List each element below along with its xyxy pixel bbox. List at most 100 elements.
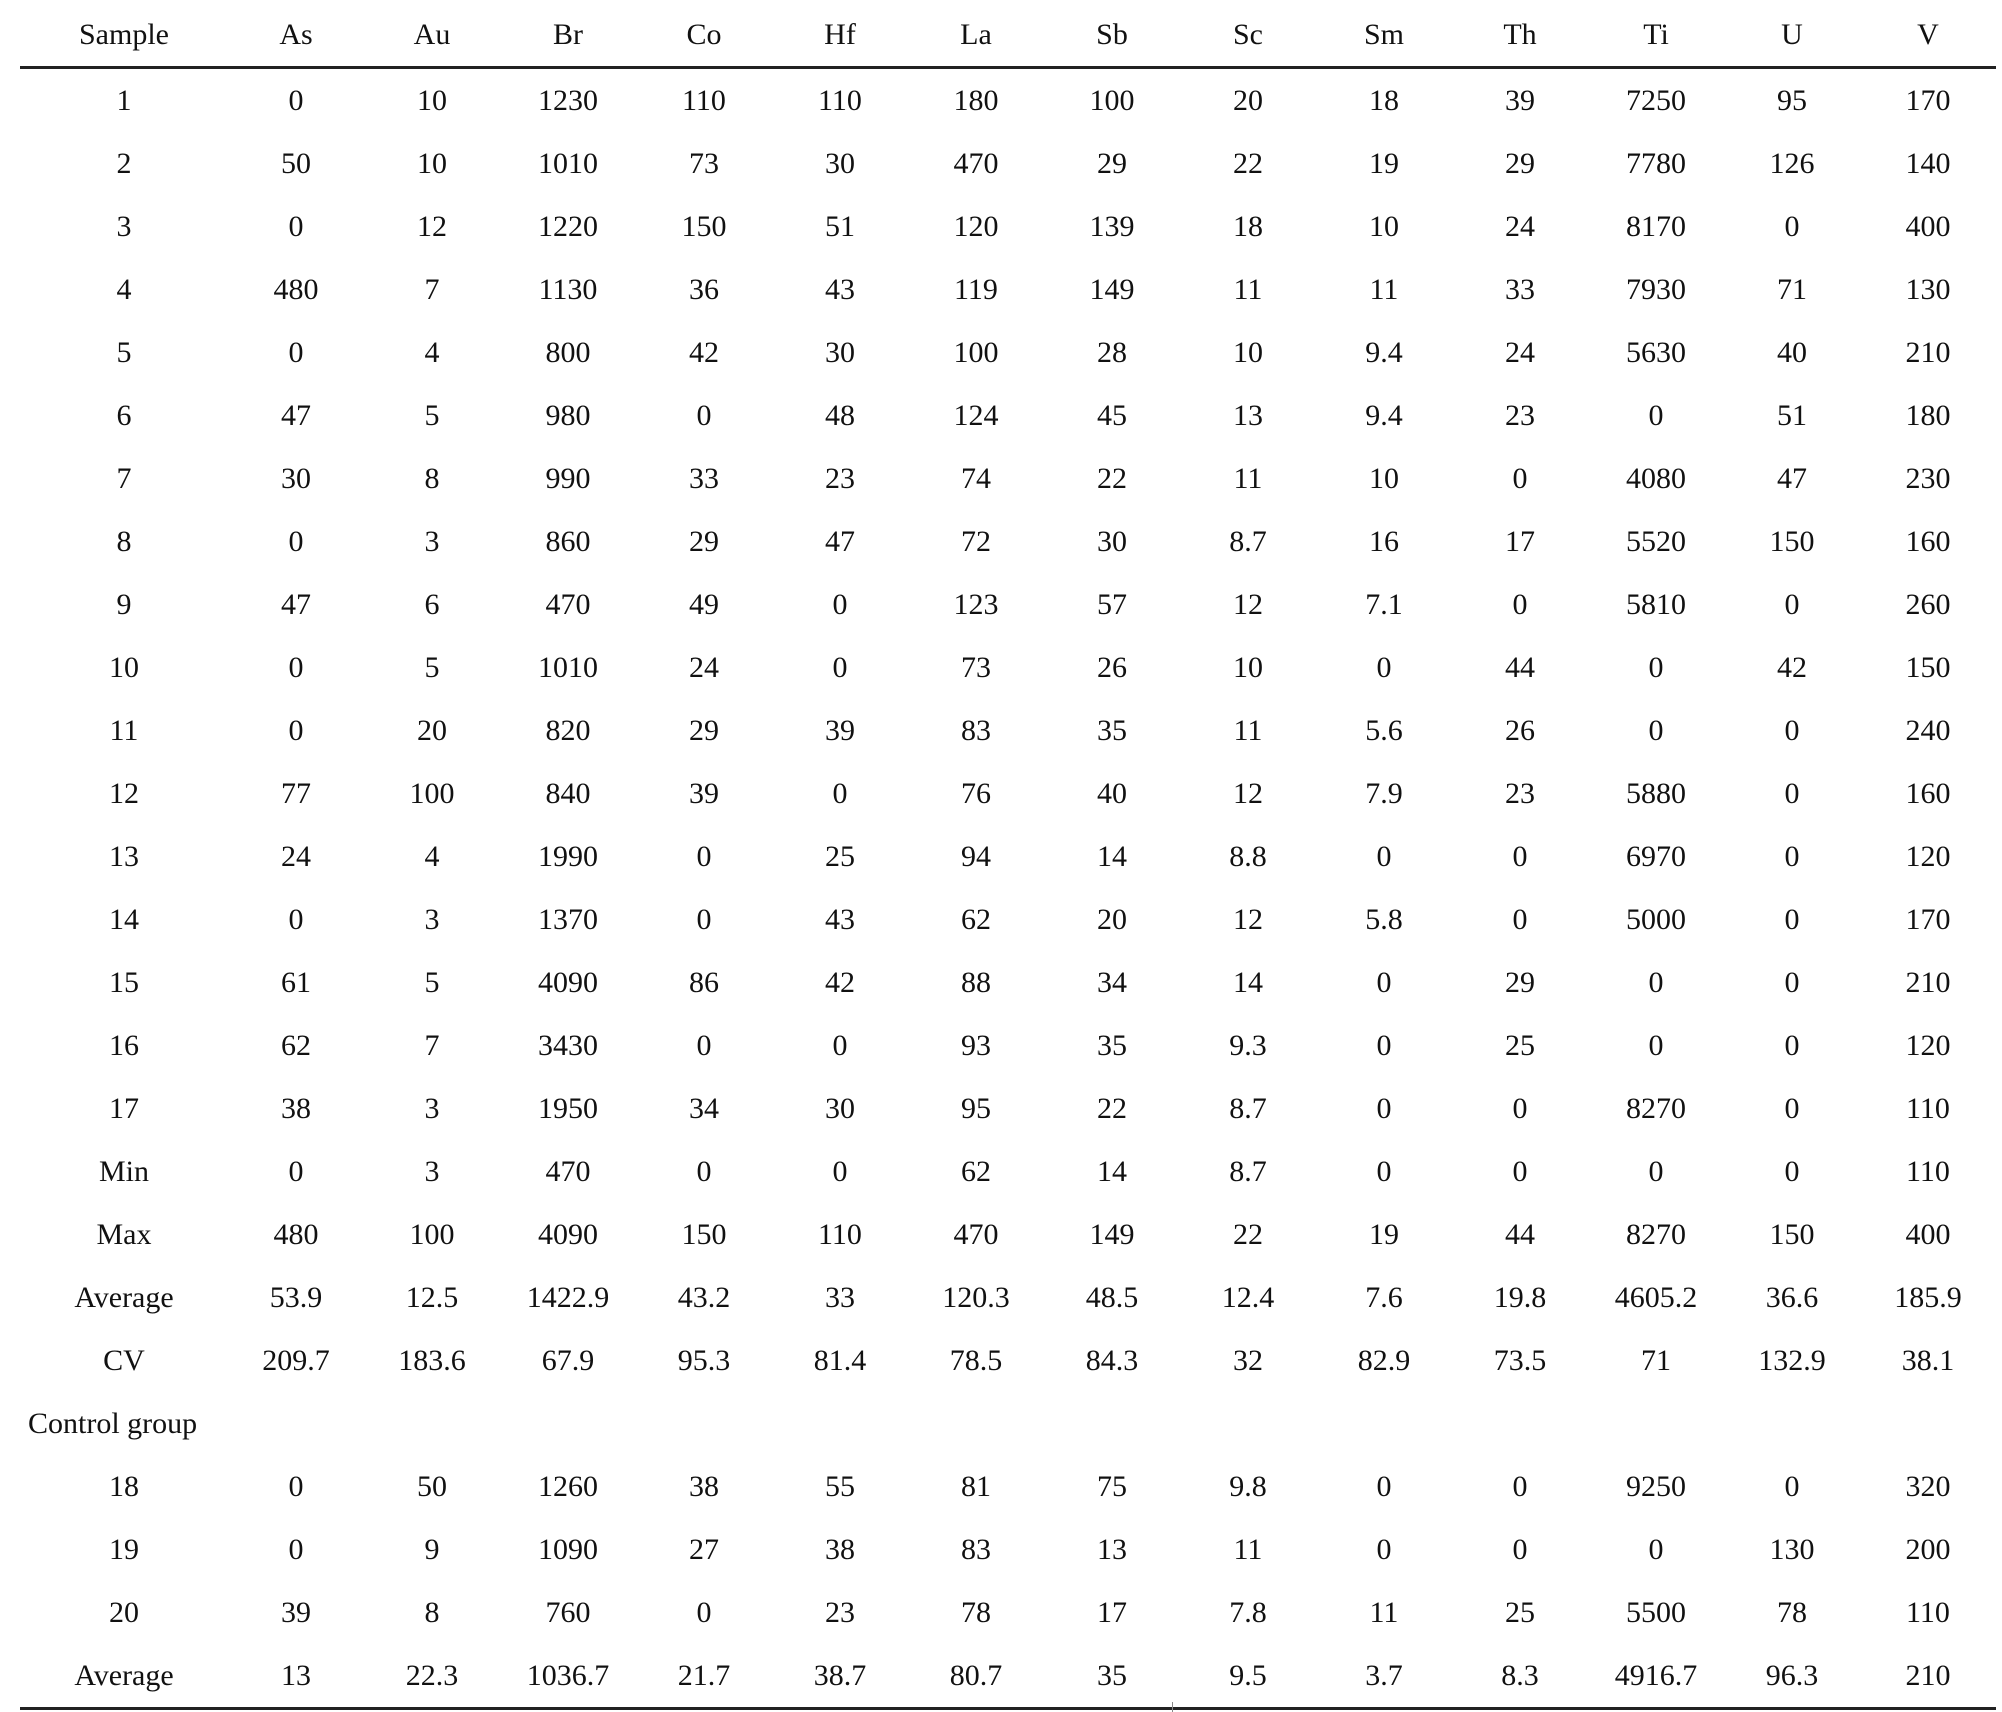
- table-cell: 8270: [1626, 1091, 1686, 1125]
- table-cell: 34: [1097, 965, 1127, 999]
- table-cell: 11: [1233, 713, 1263, 747]
- table-cell: 149: [1089, 1217, 1135, 1251]
- table-cell: 7.6: [1365, 1280, 1403, 1314]
- row-label-cell: 9: [116, 587, 132, 621]
- row-label-cell: 18: [109, 1469, 139, 1503]
- table-cell: 3.7: [1316, 1644, 1452, 1710]
- table-row: 16 62 7 3430 0 0 93 35 9.3 0 25 0 0 120: [20, 1014, 1996, 1077]
- table-cell: 170: [1905, 902, 1951, 936]
- table-cell: 0: [1784, 776, 1800, 810]
- table-cell: 50: [417, 1469, 447, 1503]
- table-cell: 100: [1089, 83, 1135, 117]
- table-cell: 78: [1777, 1595, 1807, 1629]
- table-cell: 110: [818, 83, 862, 117]
- table-cell: 23: [1505, 776, 1535, 810]
- table-cell: 8270: [1626, 1217, 1686, 1251]
- table-cell: 95: [961, 1091, 991, 1125]
- table-cell: 5.8: [1365, 902, 1403, 936]
- table-cell: 0: [1376, 839, 1392, 873]
- table-cell: 1950: [538, 1091, 598, 1125]
- table-row: 12 77 100 840 39 0 76 40 12 7.9 23 5880 0 160: [20, 762, 1996, 825]
- table-cell: 120: [1905, 1028, 1951, 1062]
- table-cell: 820: [545, 713, 591, 747]
- table-cell: 71: [1777, 272, 1807, 306]
- table-cell: 96.3: [1724, 1644, 1860, 1710]
- table-cell: 33: [1505, 272, 1535, 306]
- table-cell: 980: [545, 398, 591, 432]
- table-cell: 7: [424, 272, 440, 306]
- table-row: 6 47 5 980 0 48 124 45 13 9.4 23 0 51 180: [20, 384, 1996, 447]
- table-cell: 480: [273, 272, 319, 306]
- table-cell: 39: [689, 776, 719, 810]
- table-cell: 76: [961, 776, 991, 810]
- table-cell: 28: [1097, 335, 1127, 369]
- row-label-cell: CV: [103, 1343, 145, 1377]
- table-cell: 210: [1905, 965, 1951, 999]
- row-label-cell: 16: [109, 1028, 139, 1062]
- table-cell: 62: [281, 1028, 311, 1062]
- table-cell: 1130: [538, 272, 598, 306]
- table-cell: 47: [825, 524, 855, 558]
- row-label-cell: 4: [116, 272, 132, 306]
- table-cell: 9.5: [1180, 1644, 1316, 1710]
- table-cell: 24: [689, 650, 719, 684]
- table-cell: 24: [1505, 335, 1535, 369]
- table-cell: 0: [288, 335, 304, 369]
- table-cell: 12: [1233, 776, 1263, 810]
- table-cell: 760: [545, 1595, 591, 1629]
- table-cell: 210: [1860, 1644, 1996, 1710]
- row-label-cell: 20: [109, 1595, 139, 1629]
- table-cell: 55: [825, 1469, 855, 1503]
- table-cell: 83: [961, 1532, 991, 1566]
- table-cell: 0: [1376, 1532, 1392, 1566]
- table-cell: 35: [1097, 713, 1127, 747]
- table-cell: 81: [961, 1469, 991, 1503]
- column-header-ti: Ti: [1588, 10, 1724, 69]
- table-cell: 48.5: [1085, 1280, 1139, 1314]
- control-table-row: 18 0 50 1260 38 55 81 75 9.8 0 0 9250 0 320: [20, 1455, 1996, 1518]
- row-label-cell: 3: [116, 209, 132, 243]
- table-cell: 0: [1512, 839, 1528, 873]
- column-header-sb: Sb: [1044, 10, 1180, 69]
- table-cell: 110: [1906, 1595, 1950, 1629]
- table-cell: 8.7: [1229, 524, 1267, 558]
- table-cell: 149: [1089, 272, 1135, 306]
- table-cell: 470: [545, 587, 591, 621]
- table-cell: 1422.9: [526, 1280, 610, 1314]
- table-cell: 0: [1784, 902, 1800, 936]
- table-cell: 0: [1376, 650, 1392, 684]
- table-cell: 110: [682, 83, 726, 117]
- table-cell: 13: [1097, 1532, 1127, 1566]
- table-cell: 88: [961, 965, 991, 999]
- table-cell: 5630: [1626, 335, 1686, 369]
- table-cell: 5880: [1626, 776, 1686, 810]
- table-cell: 5: [424, 398, 440, 432]
- table-cell: 120: [1905, 839, 1951, 873]
- table-cell: 4080: [1626, 461, 1686, 495]
- table-cell: 7.1: [1365, 587, 1403, 621]
- table-cell: 82.9: [1357, 1343, 1411, 1377]
- table-cell: 47: [281, 398, 311, 432]
- table-cell: 95: [1777, 83, 1807, 117]
- table-cell: 29: [689, 713, 719, 747]
- table-cell: 0: [1784, 1091, 1800, 1125]
- table-cell: 10: [1233, 335, 1263, 369]
- table-cell: 0: [288, 83, 304, 117]
- table-cell: 13: [228, 1644, 364, 1710]
- table-cell: 23: [825, 1595, 855, 1629]
- table-cell: 21.7: [636, 1644, 772, 1710]
- column-header-sm: Sm: [1316, 10, 1452, 69]
- header-row: Sample As Au Br Co Hf La Sb Sc Sm Th Ti U V: [20, 10, 1996, 69]
- table-cell: 150: [1769, 1217, 1815, 1251]
- control-table-row: 19 0 9 1090 27 38 83 13 11 0 0 0 130 200: [20, 1518, 1996, 1581]
- table-row: 2 50 10 1010 73 30 470 29 22 19 29 7780 126 140: [20, 132, 1996, 195]
- table-cell: 8.7: [1229, 1154, 1267, 1188]
- table-cell: 5810: [1626, 587, 1686, 621]
- table-cell: 180: [1905, 398, 1951, 432]
- table-cell: 49: [689, 587, 719, 621]
- table-cell: 35: [1044, 1644, 1180, 1710]
- table-cell: 30: [1097, 524, 1127, 558]
- table-cell: 14: [1233, 965, 1263, 999]
- row-label-cell: 15: [109, 965, 139, 999]
